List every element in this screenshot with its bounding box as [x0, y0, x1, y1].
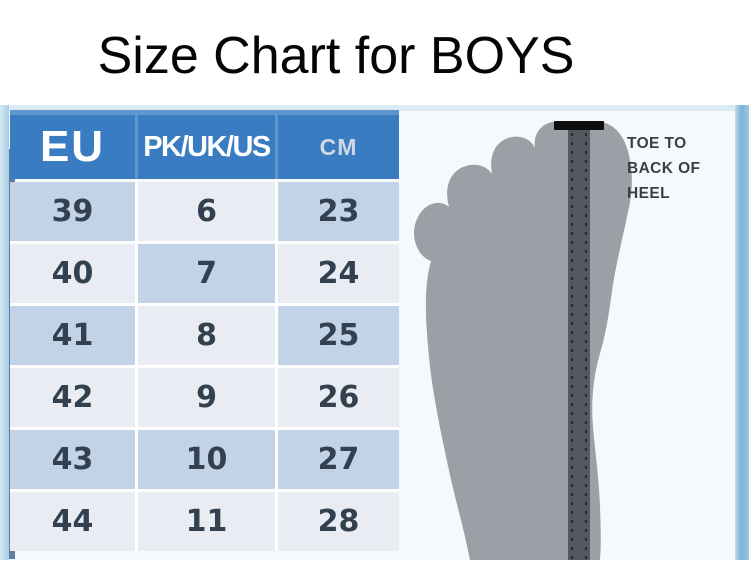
foot-silhouette-icon [414, 121, 632, 560]
table-cell-eu-44: 44 [10, 492, 135, 551]
page-title: Size Chart for BOYS [97, 27, 575, 85]
measuring-bar-icon [568, 127, 590, 560]
table-cell-us-7: 7 [138, 244, 275, 303]
table-cell-us-11: 11 [138, 492, 275, 551]
col-header-eu: EU [10, 115, 135, 179]
size-chart-photo: EU PK/UK/US CM 39 6 23 40 7 24 41 8 25 4… [0, 105, 749, 560]
table-cell-cm-24: 24 [278, 244, 399, 303]
photo-top-border [0, 105, 749, 111]
size-table: EU PK/UK/US CM 39 6 23 40 7 24 41 8 25 4… [10, 110, 399, 551]
photo-right-border [735, 105, 749, 560]
table-cell-eu-39: 39 [10, 182, 135, 241]
title-area: Size Chart for BOYS [0, 26, 672, 86]
table-cell-us-10: 10 [138, 430, 275, 489]
col-header-pk-uk-us: PK/UK/US [138, 115, 275, 179]
table-cell-us-8: 8 [138, 306, 275, 365]
table-cell-us-6: 6 [138, 182, 275, 241]
col-header-cm: CM [278, 115, 399, 179]
table-cell-cm-28: 28 [278, 492, 399, 551]
measuring-cap-icon [554, 121, 604, 130]
table-header-row: EU PK/UK/US CM [10, 110, 399, 179]
measure-label-line-1: TOE TO [627, 135, 687, 152]
table-body: 39 6 23 40 7 24 41 8 25 42 9 26 43 10 27… [10, 182, 399, 551]
measure-label-line-3: HEEL [627, 185, 670, 202]
foot-measurement-diagram [414, 121, 632, 560]
measure-label-line-2: BACK OF [627, 160, 701, 177]
measure-label: TOE TO BACK OF HEEL [627, 131, 739, 206]
table-cell-eu-40: 40 [10, 244, 135, 303]
table-cell-cm-27: 27 [278, 430, 399, 489]
table-cell-eu-43: 43 [10, 430, 135, 489]
table-cell-eu-42: 42 [10, 368, 135, 427]
table-cell-eu-41: 41 [10, 306, 135, 365]
photo-left-border [0, 105, 9, 560]
table-cell-cm-26: 26 [278, 368, 399, 427]
table-cell-us-9: 9 [138, 368, 275, 427]
table-cell-cm-23: 23 [278, 182, 399, 241]
table-cell-cm-25: 25 [278, 306, 399, 365]
